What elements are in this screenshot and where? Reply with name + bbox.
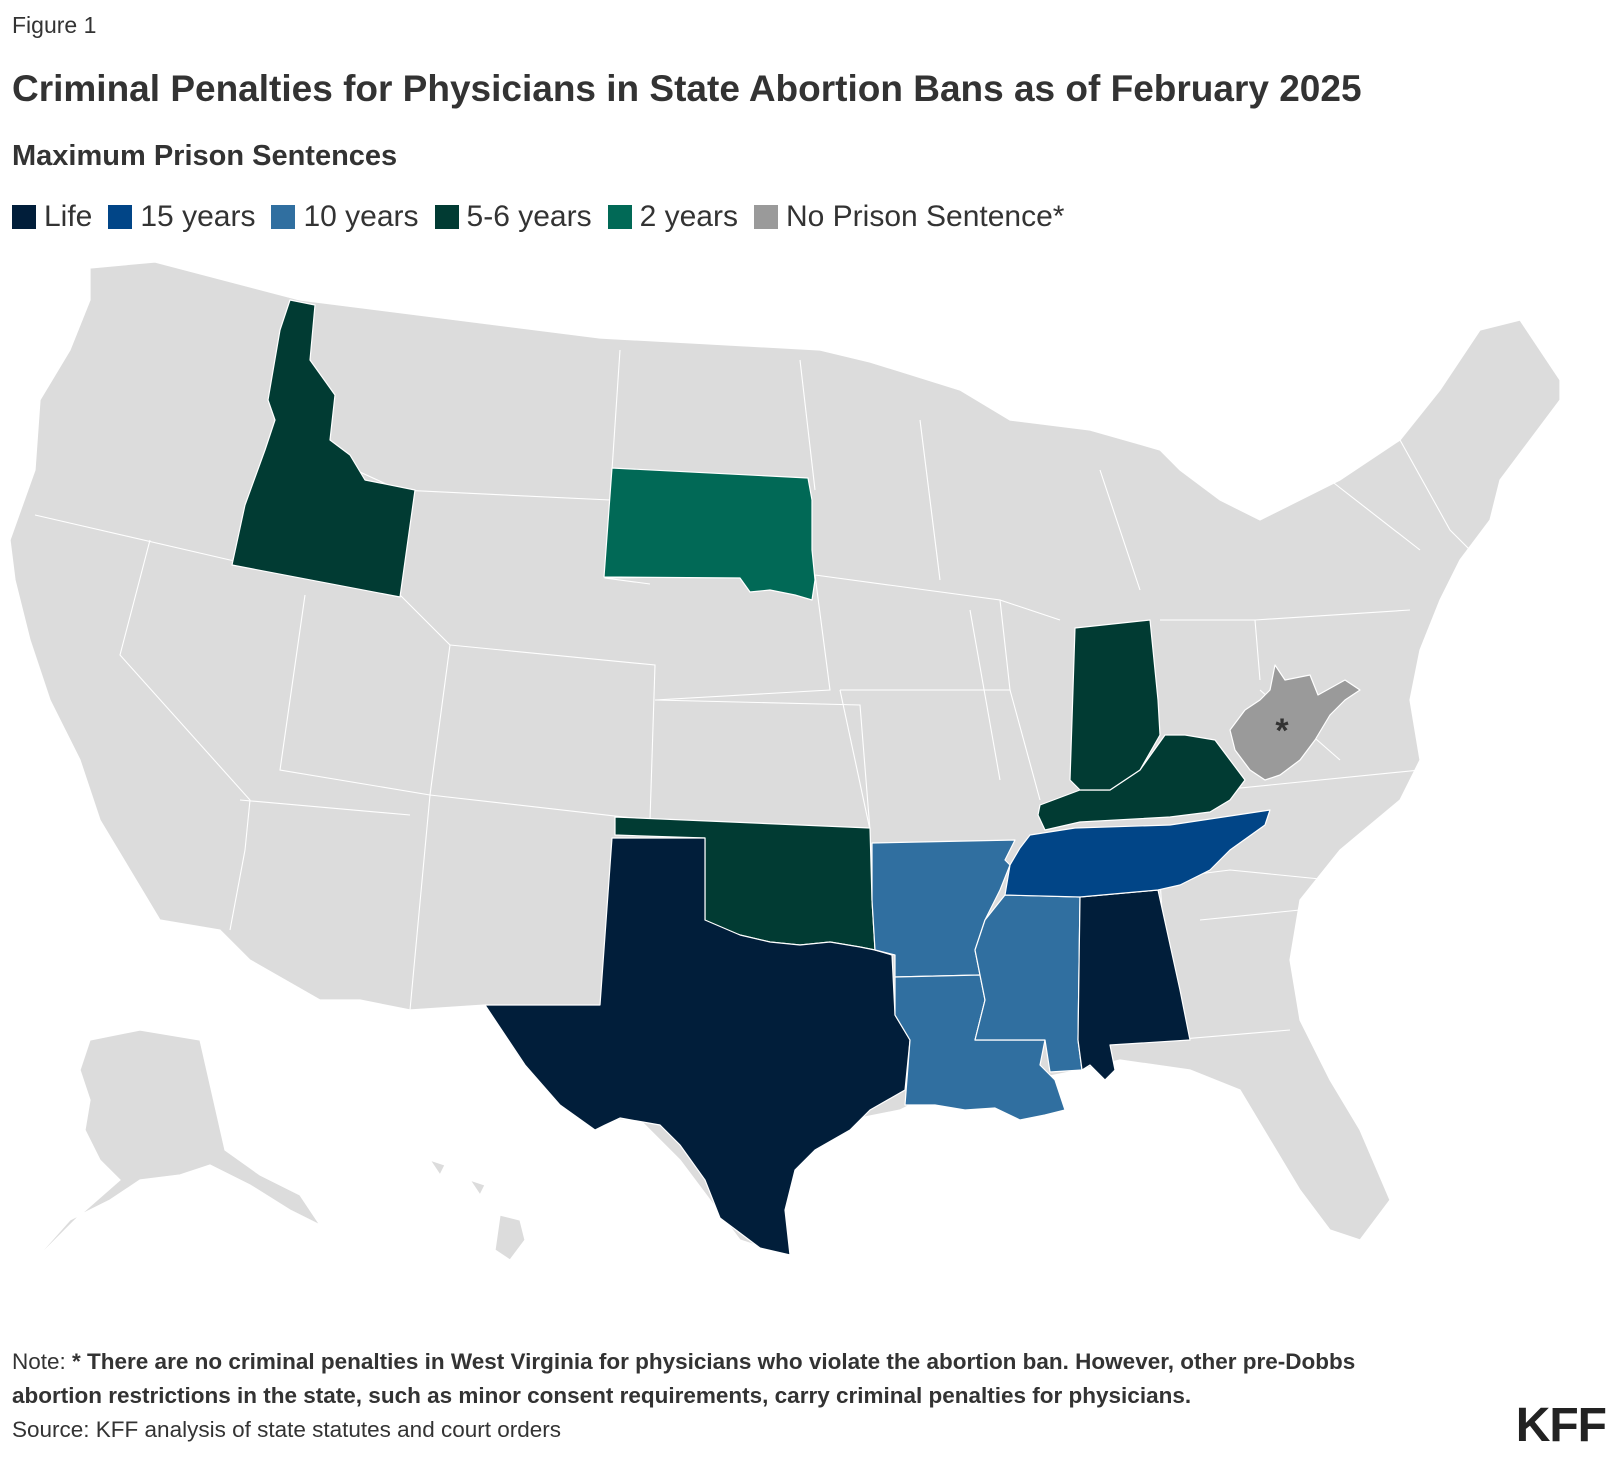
legend-label-2-years: 2 years bbox=[639, 200, 738, 233]
legend-label-15-years: 15 years bbox=[140, 200, 256, 233]
legend: Life 15 years 10 years 5-6 years 2 years… bbox=[12, 200, 1080, 234]
state-tennessee bbox=[1004, 809, 1271, 898]
legend-swatch-10-years bbox=[271, 205, 296, 229]
note-prefix: Note: bbox=[12, 1349, 73, 1374]
chart-subtitle: Maximum Prison Sentences bbox=[12, 140, 398, 172]
legend-item-no-prison: No Prison Sentence* bbox=[753, 200, 1065, 234]
kff-logo: KFF bbox=[1515, 1399, 1607, 1452]
state-south-dakota bbox=[603, 467, 816, 601]
legend-item-10-years: 10 years bbox=[271, 200, 419, 234]
legend-swatch-2-years bbox=[607, 205, 632, 229]
state-indiana bbox=[1069, 619, 1161, 791]
legend-swatch-no-prison bbox=[753, 205, 778, 229]
legend-item-5-6-years: 5-6 years bbox=[434, 200, 592, 234]
legend-swatch-5-6-years bbox=[434, 205, 459, 229]
hawaii bbox=[428, 1158, 526, 1261]
state-texas bbox=[484, 837, 911, 1256]
legend-item-2-years: 2 years bbox=[607, 200, 738, 234]
legend-item-15-years: 15 years bbox=[108, 200, 255, 234]
figure-label: Figure 1 bbox=[12, 12, 97, 38]
state-west-virginia bbox=[1229, 664, 1361, 781]
us-states-map: * bbox=[9, 261, 1561, 1266]
source: Source: KFF analysis of state statutes a… bbox=[12, 1417, 562, 1442]
legend-swatch-life bbox=[12, 205, 36, 229]
legend-label-5-6-years: 5-6 years bbox=[466, 200, 592, 233]
legend-label-no-prison: No Prison Sentence* bbox=[785, 200, 1065, 233]
chart-title: Criminal Penalties for Physicians in Sta… bbox=[12, 68, 1362, 109]
legend-item-life: Life bbox=[12, 200, 92, 234]
legend-label-10-years: 10 years bbox=[303, 200, 419, 233]
state-idaho bbox=[231, 299, 416, 598]
note-text: * There are no criminal penalties in Wes… bbox=[12, 1349, 1356, 1408]
legend-swatch-15-years bbox=[108, 205, 133, 229]
legend-label-life: Life bbox=[44, 200, 93, 233]
alaska bbox=[29, 1029, 322, 1266]
wv-asterisk-marker: * bbox=[1275, 712, 1289, 750]
state-alabama bbox=[1077, 889, 1191, 1081]
note: Note: * There are no criminal penalties … bbox=[12, 1345, 1442, 1413]
